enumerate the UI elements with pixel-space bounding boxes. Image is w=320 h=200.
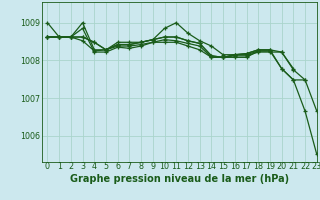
X-axis label: Graphe pression niveau de la mer (hPa): Graphe pression niveau de la mer (hPa) — [70, 174, 289, 184]
